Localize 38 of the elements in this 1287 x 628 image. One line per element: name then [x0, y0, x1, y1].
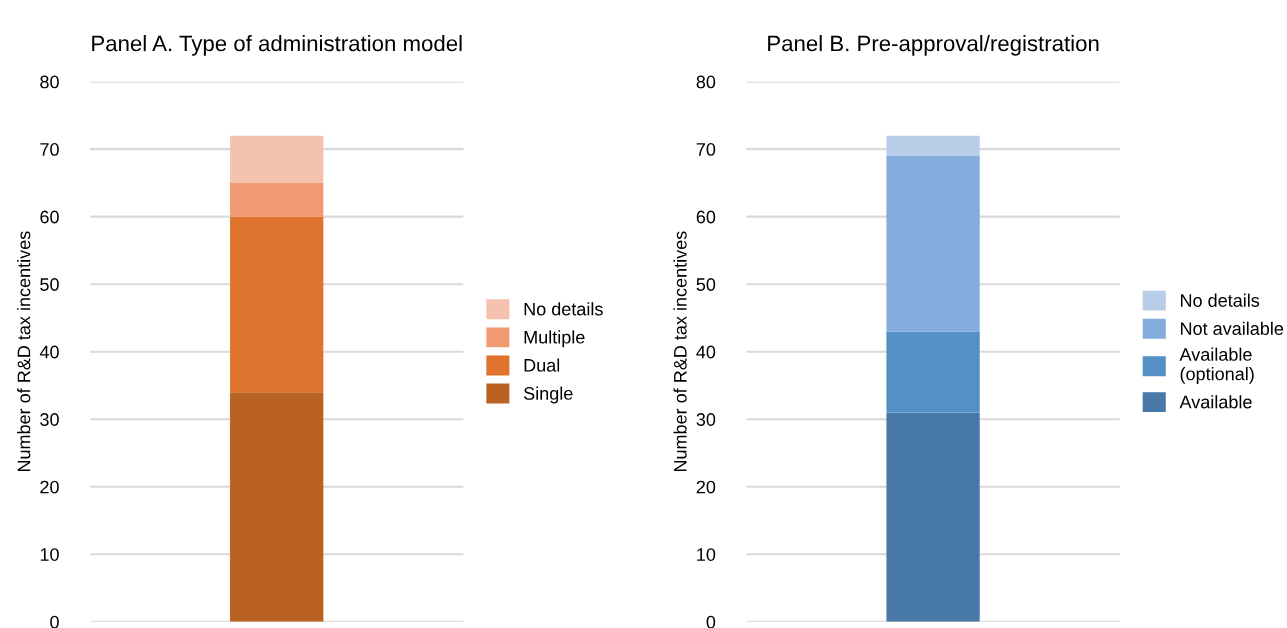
bar [230, 392, 324, 622]
legend-label: Single [523, 386, 573, 404]
y-tick-label: 40 [696, 345, 716, 359]
bar [886, 412, 980, 622]
y-tick-label: 50 [696, 278, 716, 291]
chart-title: Panel A. Type of administration model [92, 34, 462, 56]
y-tick-label: 70 [40, 143, 59, 156]
y-tick-label: 80 [40, 75, 59, 89]
y-tick-label: 40 [39, 345, 59, 359]
bar [886, 135, 980, 156]
y-tick-label: 80 [696, 75, 716, 89]
legend-label: No details [1181, 293, 1260, 307]
chart-title: Panel B. Pre-approval/registration [768, 34, 1099, 56]
bar [886, 155, 980, 332]
y-tick-label: 20 [40, 480, 59, 494]
y-tick-label: 10 [697, 548, 716, 561]
y-tick-label: 20 [696, 480, 716, 494]
legend-label: Not available [1181, 321, 1284, 335]
bar [230, 216, 324, 393]
legend-label: Available [1179, 395, 1252, 409]
bar [230, 182, 324, 217]
y-tick-label: 10 [40, 548, 59, 561]
y-tick-label: 30 [40, 413, 59, 426]
bar [886, 331, 980, 413]
y-tick-label: 50 [40, 278, 59, 291]
y-tick-label: 70 [696, 143, 716, 156]
y-tick-label: 0 [706, 615, 716, 628]
legend-label: Available (optional) [1179, 347, 1254, 384]
y-axis-title: Number of R&D tax incentives [17, 231, 31, 472]
legend-label: Dual [524, 358, 560, 372]
y-tick-label: 60 [696, 210, 716, 224]
y-tick-label: 60 [40, 210, 59, 224]
y-axis-title: Number of R&D tax incentives [673, 231, 687, 472]
y-tick-label: 0 [50, 615, 59, 628]
bar [230, 135, 324, 183]
legend-label: No details [524, 302, 603, 316]
legend-label: Multiple [524, 330, 585, 348]
y-tick-label: 30 [696, 413, 716, 426]
